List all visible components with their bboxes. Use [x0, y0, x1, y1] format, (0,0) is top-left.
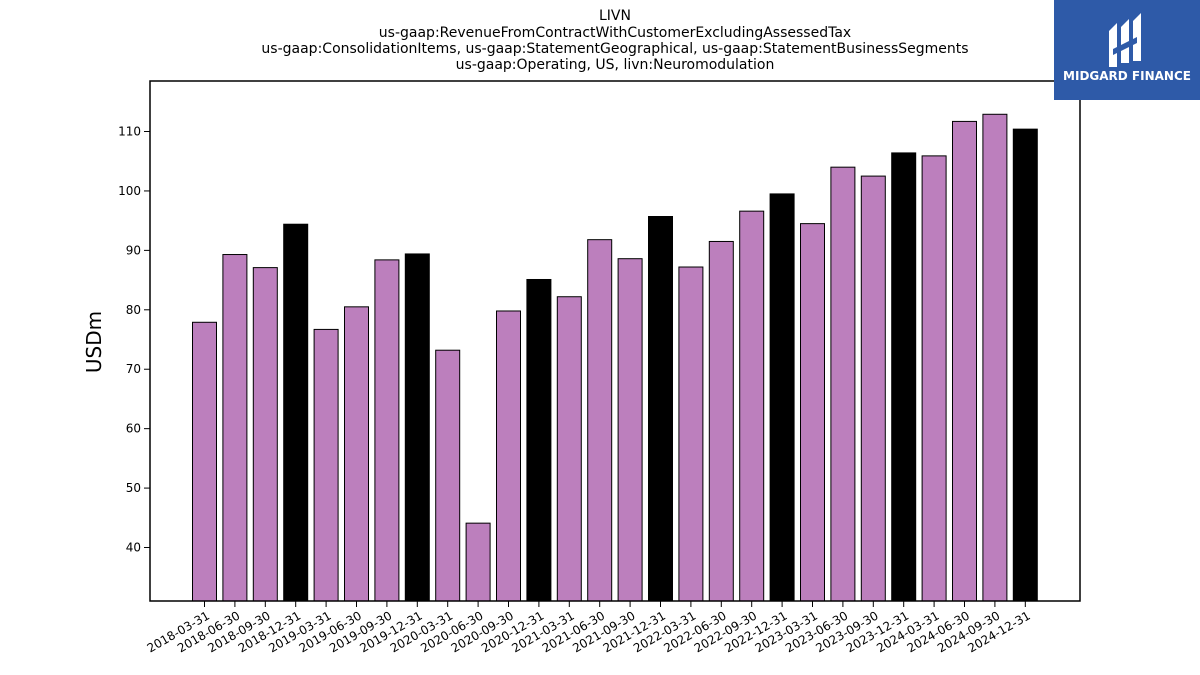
bar-2023-06-30 [830, 166, 856, 602]
bar-2018-12-31 [283, 223, 309, 602]
bar-2024-12-31 [1012, 128, 1038, 602]
bar-2018-03-31 [192, 321, 217, 602]
midgard-logo-icon [1109, 13, 1141, 67]
plot-area-frame [149, 80, 1081, 602]
y-tick-label: 110 [118, 125, 141, 139]
bar-2018-06-30 [222, 254, 248, 602]
midgard-finance-logo: MIDGARD FINANCE [1054, 0, 1200, 100]
y-axis-ticks: 40 50 60 70 80 90 100 110 [118, 125, 150, 555]
y-tick-label: 60 [126, 422, 141, 436]
bar-2019-06-30 [344, 306, 369, 602]
chart-title-line-3: us-gaap:ConsolidationItems, us-gaap:Stat… [261, 41, 968, 57]
bar-2022-06-30 [708, 240, 734, 602]
chart-title: LIVN us-gaap:RevenueFromContractWithCust… [261, 8, 968, 73]
bar-2020-06-30 [465, 522, 491, 602]
bar-2021-12-31 [648, 216, 673, 602]
x-axis-ticks: 2018-03-312018-06-302018-09-302018-12-31… [145, 601, 1033, 655]
bar-2024-09-30 [982, 113, 1008, 602]
y-tick-label: 80 [126, 303, 141, 317]
chart-title-line-4: us-gaap:Operating, US, livn:Neuromodulat… [456, 57, 775, 73]
bar-2022-09-30 [739, 210, 765, 602]
bar-2023-03-31 [800, 223, 825, 602]
bar-2019-12-31 [404, 253, 430, 602]
y-tick-label: 50 [126, 481, 141, 495]
bar-2021-03-31 [556, 296, 582, 602]
bar-2022-03-31 [678, 266, 704, 602]
bar-2020-03-31 [435, 349, 461, 602]
bar-2020-09-30 [496, 310, 521, 602]
y-tick-label: 70 [126, 362, 141, 376]
bar-2021-09-30 [617, 258, 643, 602]
y-axis-label: USDm [82, 311, 106, 373]
brand-name: MIDGARD FINANCE [1063, 69, 1191, 83]
bar-2019-03-31 [313, 328, 339, 602]
chart-title-line-1: LIVN [599, 8, 631, 24]
bar-2021-06-30 [587, 239, 613, 602]
bar-2020-12-31 [526, 278, 552, 602]
bar-2019-09-30 [374, 259, 400, 602]
bar-2024-06-30 [952, 120, 977, 602]
y-tick-label: 90 [126, 243, 141, 257]
bar-series [192, 113, 1038, 602]
chart-title-line-2: us-gaap:RevenueFromContractWithCustomerE… [379, 25, 851, 41]
y-tick-label: 100 [118, 184, 141, 198]
bar-2023-12-31 [891, 152, 917, 602]
bar-2024-03-31 [921, 155, 947, 602]
bar-2018-09-30 [252, 267, 278, 602]
bar-2022-12-31 [769, 193, 795, 602]
bar-2023-09-30 [860, 175, 886, 602]
y-tick-label: 40 [126, 541, 141, 555]
